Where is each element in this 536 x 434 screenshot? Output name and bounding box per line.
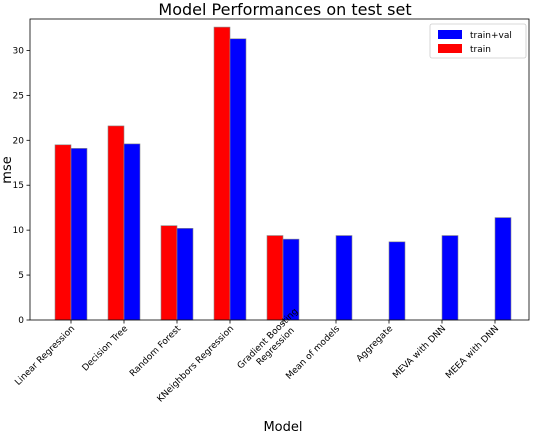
bar-train-val-6	[388, 241, 406, 321]
x-tick-label: Aggregate	[355, 324, 396, 365]
y-tick-label: 30	[13, 46, 25, 56]
bar-train-val-3	[229, 38, 247, 321]
plot-area: 0 5 10 15 20 25 30 Linear Regression Decision Tr…	[13, 18, 530, 405]
bar-train-3	[213, 26, 231, 321]
x-tick-label: MEEA with DNN	[444, 324, 501, 381]
legend: train+val train	[429, 23, 527, 59]
chart-title: Model Performances on test set	[158, 0, 411, 19]
bar-train-val-7	[441, 235, 459, 321]
bar-train-0	[54, 144, 72, 321]
y-tick-label: 10	[13, 226, 25, 236]
y-tick-label: 15	[13, 181, 24, 191]
legend-label-train-val: train+val	[470, 31, 512, 41]
bar-train-val-8	[494, 217, 512, 321]
bar-train-2	[160, 225, 178, 321]
x-tick-label: MEVA with DNN	[391, 324, 448, 381]
bar-train-1	[107, 125, 125, 321]
plot-frame	[29, 18, 530, 321]
legend-swatch-train	[438, 44, 462, 53]
x-tick-label: Random Forest	[128, 324, 183, 379]
bar-train-val-1	[123, 143, 141, 321]
x-axis-label: Model	[263, 420, 302, 434]
bar-train-val-2	[176, 228, 194, 321]
bar-train-val-5	[335, 235, 353, 321]
y-axis-label: mse	[0, 156, 15, 183]
y-tick-label: 5	[18, 271, 24, 281]
y-tick-label: 0	[18, 316, 24, 326]
bar-train-val-0	[70, 148, 88, 321]
y-tick-label: 25	[13, 91, 24, 101]
legend-label-train: train	[470, 45, 491, 55]
x-tick-label: Decision Tree	[81, 324, 131, 374]
legend-swatch-train-val	[438, 30, 462, 39]
bar-train-4	[266, 235, 284, 321]
x-tick-label: Linear Regression	[13, 324, 77, 388]
y-tick-label: 20	[13, 136, 25, 146]
